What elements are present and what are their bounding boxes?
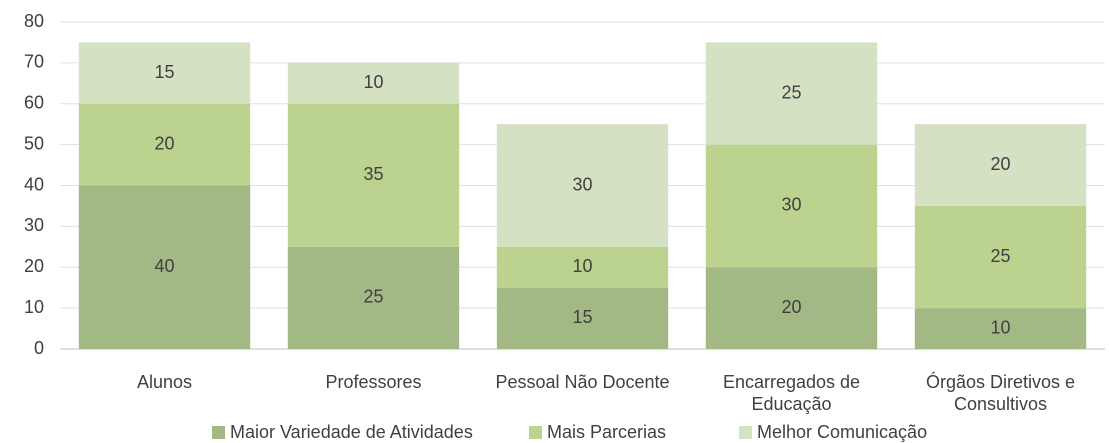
- bar-segment: [78, 103, 251, 186]
- data-label: 20: [154, 133, 174, 153]
- legend-label: Mais Parcerias: [547, 422, 666, 442]
- data-label: 15: [572, 307, 592, 327]
- legend-label: Maior Variedade de Atividades: [230, 422, 473, 442]
- bar-segment: [914, 308, 1087, 349]
- bar-segment: [78, 185, 251, 349]
- y-tick-label: 20: [24, 256, 44, 276]
- legend-label: Melhor Comunicação: [757, 422, 927, 442]
- bar-segment: [914, 205, 1087, 309]
- bar-segment: [705, 267, 878, 349]
- legend-swatch: [739, 426, 752, 439]
- y-tick-label: 60: [24, 93, 44, 113]
- y-tick-label: 70: [24, 52, 44, 72]
- bar-segment: [914, 124, 1087, 206]
- y-tick-label: 30: [24, 215, 44, 235]
- y-tick-label: 10: [24, 297, 44, 317]
- x-tick-label: Órgãos Diretivos e Consultivos: [925, 372, 1076, 414]
- data-label: 10: [363, 72, 383, 92]
- bar-segment: [78, 42, 251, 104]
- data-label: 25: [781, 82, 801, 102]
- y-tick-label: 50: [24, 133, 44, 153]
- bar-segment: [496, 287, 669, 349]
- x-tick-label: Encarregados de Educação: [722, 372, 861, 414]
- bar-segment: [287, 246, 460, 349]
- data-label: 10: [990, 317, 1010, 337]
- legend-swatch: [212, 426, 225, 439]
- data-label: 25: [990, 246, 1010, 266]
- y-tick-label: 0: [34, 338, 44, 358]
- data-label: 30: [781, 195, 801, 215]
- data-label: 20: [990, 154, 1010, 174]
- bar-segment: [287, 103, 460, 247]
- bar-segment: [496, 124, 669, 247]
- x-tick-label: Alunos: [136, 372, 193, 392]
- data-label: 15: [154, 62, 174, 82]
- bar-segment: [287, 62, 460, 104]
- bar-segment: [705, 144, 878, 268]
- data-label: 35: [363, 164, 383, 184]
- legend-swatch: [529, 426, 542, 439]
- data-label: 25: [363, 287, 383, 307]
- bar-segment: [705, 42, 878, 145]
- x-tick-label: Professores: [325, 372, 422, 392]
- y-tick-label: 40: [24, 174, 44, 194]
- data-label: 30: [572, 174, 592, 194]
- data-label: 40: [154, 256, 174, 276]
- bar-segment: [496, 246, 669, 288]
- x-tick-label: Pessoal Não Docente: [495, 372, 670, 392]
- data-label: 10: [572, 256, 592, 276]
- data-label: 20: [781, 297, 801, 317]
- y-tick-label: 80: [24, 11, 44, 31]
